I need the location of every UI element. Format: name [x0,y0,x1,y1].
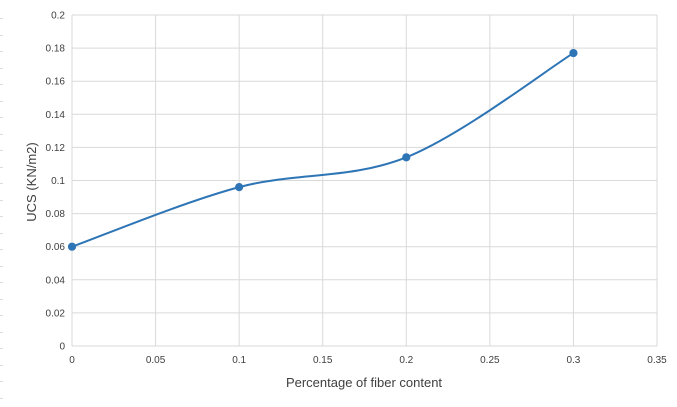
y-tick-label: 0.08 [46,209,66,220]
data-point-marker [402,153,411,162]
y-tick-label: 0.1 [51,176,65,187]
y-tick-label: 0 [59,342,65,353]
y-axis-ticks: 0 0.02 0.04 0.06 0.08 0.1 0.12 0.14 0.16 0.18 0.2 [46,11,66,353]
y-tick-label: 0.16 [46,77,66,88]
x-tick-label: 0.15 [313,355,333,366]
x-tick-label: 0.1 [232,355,246,366]
x-tick-label: 0.2 [399,355,413,366]
y-tick-label: 0.12 [46,143,66,154]
y-tick-label: 0.2 [51,11,65,22]
y-tick-label: 0.06 [46,242,66,253]
data-point-marker [67,242,77,251]
x-tick-label: 0.3 [566,355,580,366]
y-tick-label: 0.14 [46,110,66,121]
data-point-marker [569,48,578,58]
y-tick-label: 0.04 [46,275,66,286]
x-tick-label: 0.25 [480,355,500,366]
x-tick-label: 0.05 [146,355,166,366]
x-tick-label: 0.35 [647,355,667,366]
x-tick-label: 0 [69,355,75,366]
y-tick-label: 0.18 [46,44,66,55]
y-axis-title: UCS (KN/m2) [24,142,39,221]
data-point-marker [235,183,244,192]
x-axis-ticks: 0 0.05 0.1 0.15 0.2 0.25 0.3 0.35 [69,355,667,366]
gridlines [71,14,658,347]
y-tick-label: 0.02 [46,308,66,319]
series-line [71,52,575,248]
series-layer [67,48,578,251]
x-axis-title: Percentage of fiber content [286,375,442,390]
